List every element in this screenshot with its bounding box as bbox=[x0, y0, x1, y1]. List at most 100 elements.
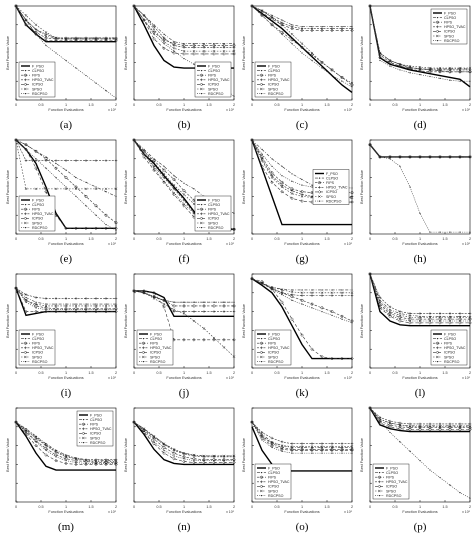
data-point bbox=[222, 346, 226, 349]
x-tick-label: 0 bbox=[15, 103, 17, 107]
data-point bbox=[448, 315, 452, 319]
data-point bbox=[85, 74, 87, 77]
data-point bbox=[84, 226, 88, 231]
legend-marker bbox=[260, 87, 263, 91]
y-axis-label: Best Function Value bbox=[6, 304, 10, 338]
data-point bbox=[438, 155, 442, 159]
data-point bbox=[162, 305, 166, 309]
data-point bbox=[290, 192, 294, 195]
legend-marker bbox=[378, 472, 381, 474]
data-point bbox=[350, 319, 354, 323]
data-point bbox=[379, 420, 381, 422]
series-line-clpso bbox=[133, 421, 234, 457]
legend-entry: HPSO_TVAC bbox=[90, 427, 112, 431]
data-point bbox=[260, 10, 264, 15]
series-line-icpso bbox=[369, 5, 470, 73]
data-point bbox=[290, 38, 294, 42]
data-point bbox=[320, 27, 324, 30]
data-point bbox=[64, 187, 68, 191]
data-point bbox=[173, 41, 175, 43]
data-point bbox=[261, 433, 263, 435]
chart-panel: 0 0.5 1 1.5 2 Function Evaluations x 10⁵ Best F… bbox=[124, 138, 236, 246]
series-line-f_pso bbox=[369, 144, 470, 158]
x-tick-label: 1 bbox=[301, 371, 303, 375]
data-point bbox=[300, 291, 304, 295]
data-point bbox=[271, 288, 273, 290]
series-line-icpso bbox=[369, 273, 470, 324]
data-point bbox=[202, 454, 206, 458]
data-point bbox=[468, 422, 472, 426]
data-point bbox=[438, 155, 442, 159]
x-tick-label: 2 bbox=[233, 371, 235, 375]
data-point bbox=[468, 427, 472, 432]
data-point bbox=[398, 155, 402, 159]
data-point bbox=[34, 32, 38, 36]
legend-marker bbox=[260, 355, 263, 359]
legend-entry: CLPSO bbox=[208, 203, 220, 207]
data-point bbox=[115, 309, 117, 311]
data-point bbox=[300, 45, 304, 49]
data-point bbox=[350, 81, 354, 85]
data-point bbox=[114, 458, 118, 461]
x-tick-label: 1.5 bbox=[324, 371, 329, 375]
data-point bbox=[300, 27, 304, 30]
data-point bbox=[449, 79, 451, 81]
legend-entry: FIPS bbox=[208, 74, 217, 78]
data-point bbox=[34, 435, 38, 439]
data-point bbox=[232, 454, 236, 458]
data-point bbox=[368, 142, 372, 147]
legend-marker bbox=[260, 338, 263, 340]
series-line-spso bbox=[251, 5, 353, 84]
data-point bbox=[280, 288, 284, 292]
x-tick-label: 0.5 bbox=[156, 371, 161, 375]
data-point bbox=[320, 291, 324, 295]
data-point bbox=[419, 74, 421, 76]
series-line-fips bbox=[369, 144, 470, 158]
data-point bbox=[428, 312, 432, 315]
data-point bbox=[250, 420, 254, 424]
legend-entry: HPSO_TVAC bbox=[32, 212, 54, 216]
data-point bbox=[24, 293, 28, 296]
x-tick-label: 1.5 bbox=[442, 505, 447, 509]
chart-panel: 0 0.5 1 1.5 2 Function Evaluations x 10⁵ Best F… bbox=[360, 4, 472, 112]
data-point bbox=[193, 63, 195, 65]
x-tick-label: 0.5 bbox=[156, 505, 161, 509]
data-point bbox=[162, 446, 166, 449]
data-point bbox=[409, 450, 411, 452]
data-point bbox=[448, 425, 452, 429]
data-point bbox=[24, 159, 28, 162]
legend-entry: HPSO_TVAC bbox=[32, 346, 54, 350]
data-point bbox=[94, 39, 98, 43]
x-tick-label: 1 bbox=[419, 505, 421, 509]
x-axis-exponent: x 10⁵ bbox=[108, 108, 116, 112]
data-point bbox=[24, 298, 28, 302]
data-point bbox=[458, 155, 462, 159]
data-point bbox=[260, 164, 264, 169]
data-point bbox=[340, 356, 344, 361]
data-point bbox=[133, 421, 135, 423]
data-point bbox=[321, 452, 323, 454]
data-point bbox=[115, 97, 117, 99]
data-point bbox=[193, 212, 195, 214]
data-point bbox=[172, 310, 176, 313]
data-point bbox=[132, 420, 136, 424]
data-point bbox=[34, 309, 38, 314]
data-point bbox=[95, 186, 97, 188]
data-point bbox=[388, 59, 392, 62]
x-axis-exponent: x 10⁵ bbox=[344, 108, 352, 112]
data-point bbox=[44, 309, 48, 314]
data-point bbox=[34, 28, 38, 31]
data-point bbox=[399, 312, 401, 315]
data-point bbox=[290, 445, 294, 448]
x-axis-exponent: x 10⁵ bbox=[462, 376, 470, 380]
data-point bbox=[251, 139, 253, 141]
legend-entry: ICPSO bbox=[444, 351, 455, 355]
data-point bbox=[64, 454, 68, 458]
data-point bbox=[428, 155, 432, 159]
x-tick-label: 0.5 bbox=[38, 103, 43, 107]
legend-marker bbox=[260, 341, 263, 345]
data-point bbox=[162, 442, 166, 445]
y-axis-label: Best Function Value bbox=[242, 304, 246, 338]
data-point bbox=[398, 423, 402, 427]
